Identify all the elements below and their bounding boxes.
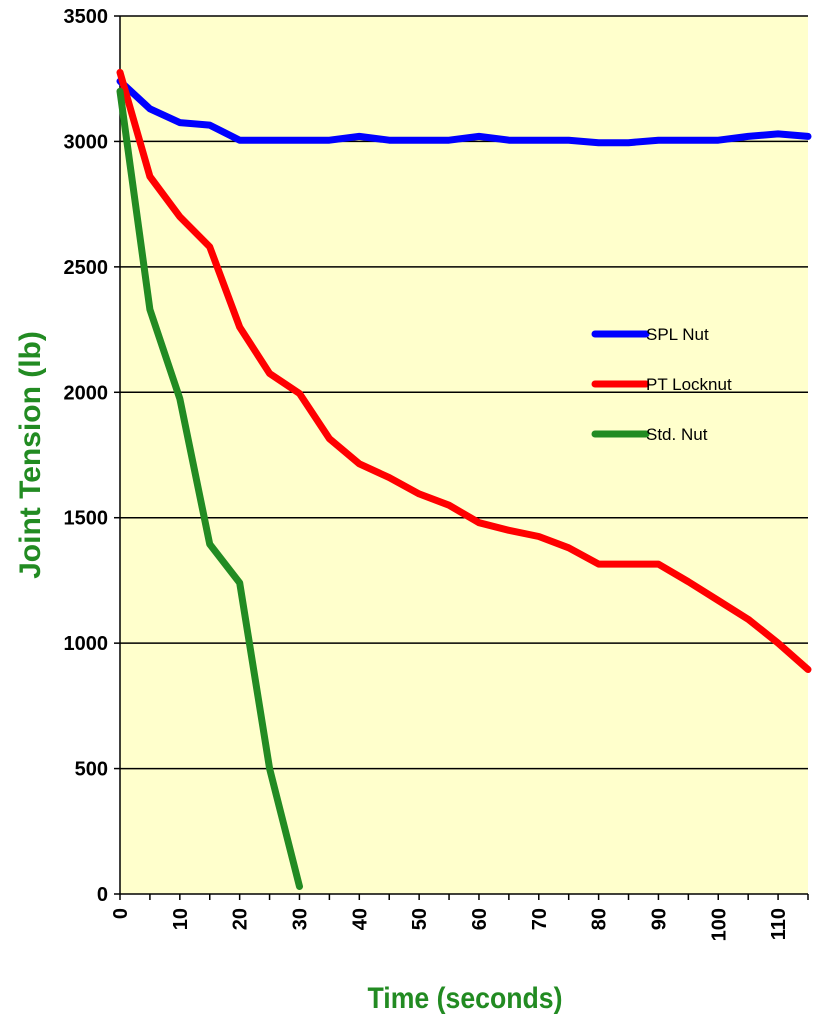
- x-tick-label: 60: [469, 908, 491, 930]
- x-tick-label: 110: [768, 908, 790, 940]
- plot-area: [120, 16, 808, 894]
- y-tick-label: 1000: [64, 633, 109, 655]
- x-tick-label: 100: [708, 908, 730, 941]
- series-lines: [116, 68, 812, 890]
- y-tick-labels: 0 500 1000 1500 2000 2500 3000 3500: [64, 6, 109, 906]
- x-tick-label: 0: [110, 908, 132, 919]
- x-axis-title: Time (seconds): [368, 982, 563, 1015]
- y-tick-label: 1500: [64, 508, 109, 530]
- series-line: [116, 77, 812, 147]
- x-tick-label: 20: [230, 908, 252, 930]
- y-tick-label: 2000: [64, 382, 109, 404]
- series-line: [116, 87, 303, 890]
- x-tick-labels: 0 10 20 30 40 50 60 70 80 90 100 110: [110, 908, 790, 941]
- legend-label: SPL Nut: [646, 325, 709, 344]
- legend-label: Std. Nut: [646, 425, 708, 444]
- x-tick-label: 70: [529, 908, 551, 930]
- y-tick-label: 2500: [64, 257, 109, 279]
- x-tick-label: 80: [589, 908, 611, 930]
- series-line: [116, 68, 812, 673]
- x-tick-label: 30: [289, 908, 311, 930]
- y-tick-label: 3500: [64, 6, 109, 28]
- axes: [114, 15, 809, 900]
- y-tick-label: 3000: [64, 131, 109, 153]
- y-tick-label: 500: [75, 759, 108, 781]
- x-tick-label: 90: [648, 908, 670, 930]
- x-tick-label: 10: [170, 908, 192, 930]
- legend: SPL Nut PT Locknut Std. Nut: [591, 325, 732, 444]
- y-tick-label: 0: [97, 884, 108, 906]
- y-axis-title: Joint Tension (lb): [14, 331, 47, 579]
- x-tick-label: 40: [349, 908, 371, 930]
- legend-label: PT Locknut: [646, 375, 732, 394]
- x-tick-label: 50: [409, 908, 431, 930]
